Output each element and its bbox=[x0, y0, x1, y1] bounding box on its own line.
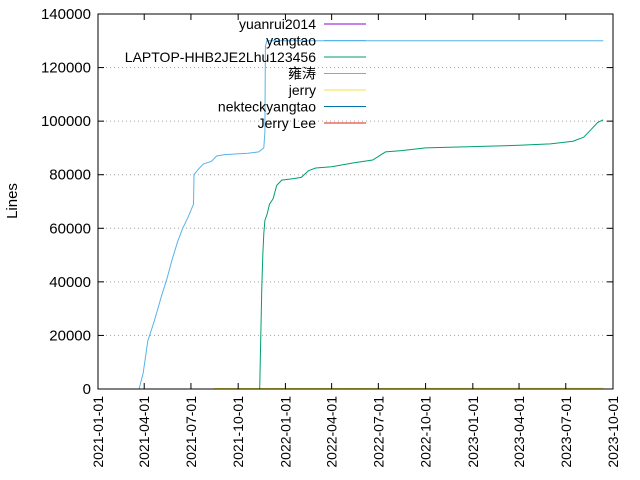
y-tick-label: 80000 bbox=[49, 167, 91, 184]
y-tick-label: 120000 bbox=[41, 60, 91, 77]
legend: yuanrui2014yangtaoLAPTOP-HHB2JE2Lhu12345… bbox=[125, 16, 366, 131]
x-tick-label: 2021-01-01 bbox=[90, 396, 106, 468]
series-line bbox=[259, 119, 604, 390]
series-line bbox=[138, 40, 604, 390]
x-tick-label: 2021-04-01 bbox=[136, 396, 152, 468]
x-tick-label: 2022-10-01 bbox=[418, 396, 434, 468]
legend-label: yuanrui2014 bbox=[239, 16, 316, 32]
y-tick-label: 40000 bbox=[49, 274, 91, 291]
x-tick-label: 2021-10-01 bbox=[230, 396, 246, 468]
y-tick-label: 60000 bbox=[49, 220, 91, 237]
x-tick-label: 2023-07-01 bbox=[558, 396, 574, 468]
x-tick-label: 2023-10-01 bbox=[605, 396, 621, 468]
legend-label: nekteckyangtao bbox=[218, 99, 316, 115]
x-tick-label: 2022-07-01 bbox=[370, 396, 386, 468]
y-tick-label: 140000 bbox=[41, 6, 91, 23]
legend-label: jerry bbox=[288, 82, 316, 98]
x-tick-label: 2023-01-01 bbox=[465, 396, 481, 468]
x-axis-ticks: 2021-01-01 2021-04-01 2021-07-01 2021-10-01… bbox=[90, 14, 621, 468]
y-axis-label: Lines bbox=[4, 183, 21, 219]
plot-frame bbox=[97, 13, 614, 390]
y-tick-label: 100000 bbox=[41, 113, 91, 130]
x-tick-label: 2021-07-01 bbox=[183, 396, 199, 468]
y-tick-label: 20000 bbox=[49, 327, 91, 344]
x-tick-label: 2022-04-01 bbox=[324, 396, 340, 468]
legend-label: LAPTOP-HHB2JE2Lhu123456 bbox=[125, 49, 316, 65]
legend-label: 雍涛 bbox=[288, 66, 316, 82]
series-lines bbox=[138, 40, 604, 390]
legend-label: yangtao bbox=[266, 33, 316, 49]
x-tick-label: 2022-01-01 bbox=[277, 396, 293, 468]
legend-label: Jerry Lee bbox=[258, 115, 317, 131]
y-tick-label: 0 bbox=[83, 381, 91, 398]
y-axis-ticks: 0 20000 40000 60000 80000 100000 120000 140000 bbox=[41, 6, 613, 398]
x-tick-label: 2023-04-01 bbox=[511, 396, 527, 468]
